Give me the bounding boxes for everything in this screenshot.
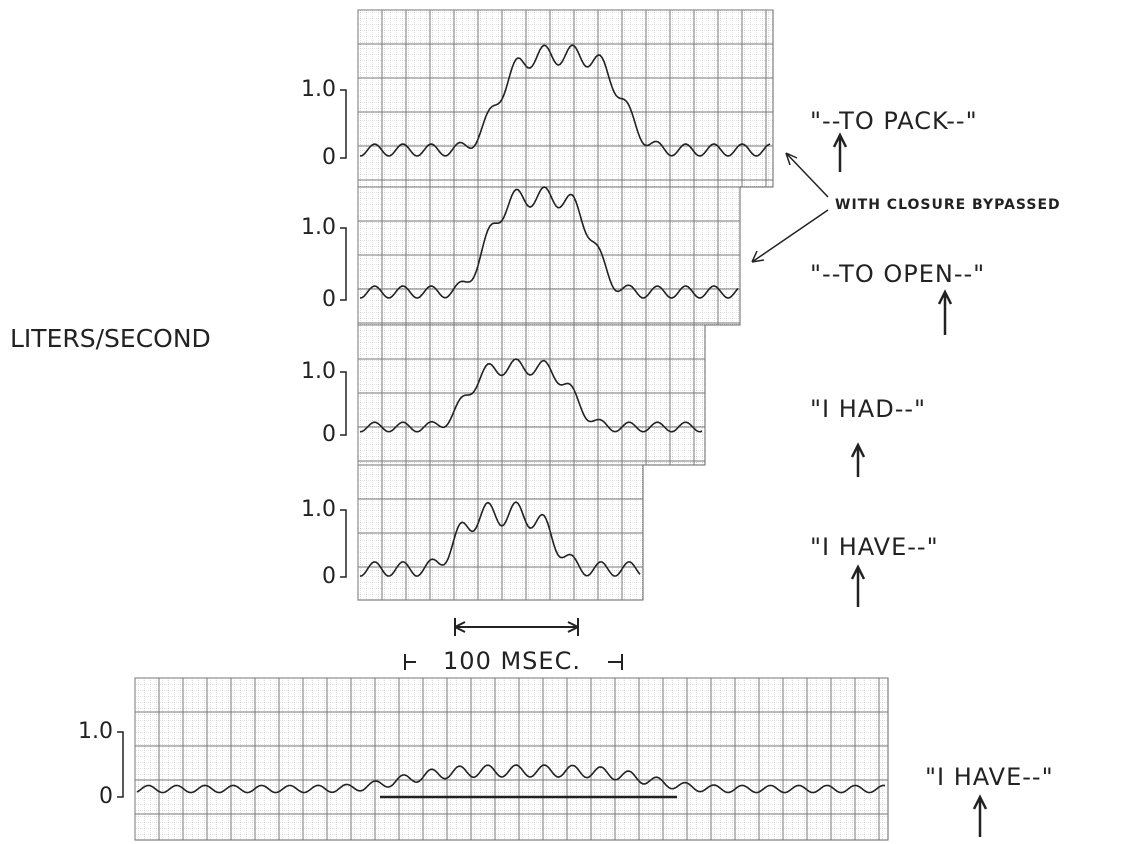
phrase: "I HAVE--" [925, 763, 1054, 791]
scale-bracket [340, 509, 347, 578]
scale-bracket [340, 371, 347, 436]
phrase-arrow [850, 564, 866, 607]
scale-bracket [117, 731, 124, 798]
scale-bar [454, 618, 579, 636]
grid-paper [357, 186, 741, 326]
tick-label-top: 1.0 [301, 215, 336, 240]
tick-label-top: 1.0 [78, 719, 113, 744]
tick-label-top: 1.0 [301, 359, 336, 384]
airflow-trace [136, 764, 886, 794]
tick-label-bottom: 0 [99, 784, 113, 809]
grid-lines [357, 9, 773, 187]
airflow-trace [359, 44, 771, 157]
scale-bracket [340, 227, 347, 301]
phrase-arrow [850, 442, 866, 477]
scale-marker [404, 654, 623, 670]
tick-label-bottom: 0 [322, 287, 336, 312]
scale-label: 100 MSEC. [443, 647, 581, 675]
grid-lines [357, 324, 705, 465]
phrase-arrow [937, 289, 953, 335]
tick-label-bottom: 0 [322, 422, 336, 447]
phrase: "I HAD--" [810, 395, 926, 423]
annotation-arrows [751, 152, 829, 263]
phrase: "--TO PACK--" [810, 107, 978, 135]
scale-bracket [340, 89, 347, 159]
grid-lines [134, 677, 888, 840]
airflow-trace [359, 358, 703, 433]
phrase-arrow [972, 794, 988, 837]
phrase-arrow [832, 132, 848, 172]
airflow-trace [359, 186, 739, 299]
tick-label-top: 1.0 [301, 497, 336, 522]
grid-paper [357, 324, 706, 466]
grid-paper [134, 677, 889, 841]
tick-label-bottom: 0 [322, 564, 336, 589]
tick-label-bottom: 0 [322, 145, 336, 170]
grid-lines [357, 186, 740, 325]
phrase: "--TO OPEN--" [810, 260, 985, 288]
phrase: "I HAVE--" [810, 533, 939, 561]
grid-paper [357, 9, 774, 188]
annotation: WITH CLOSURE BYPASSED [835, 197, 1061, 213]
y-axis-label: LITERS/SECOND [10, 324, 211, 353]
airflow-trace [359, 501, 641, 577]
tick-label-top: 1.0 [301, 77, 336, 102]
